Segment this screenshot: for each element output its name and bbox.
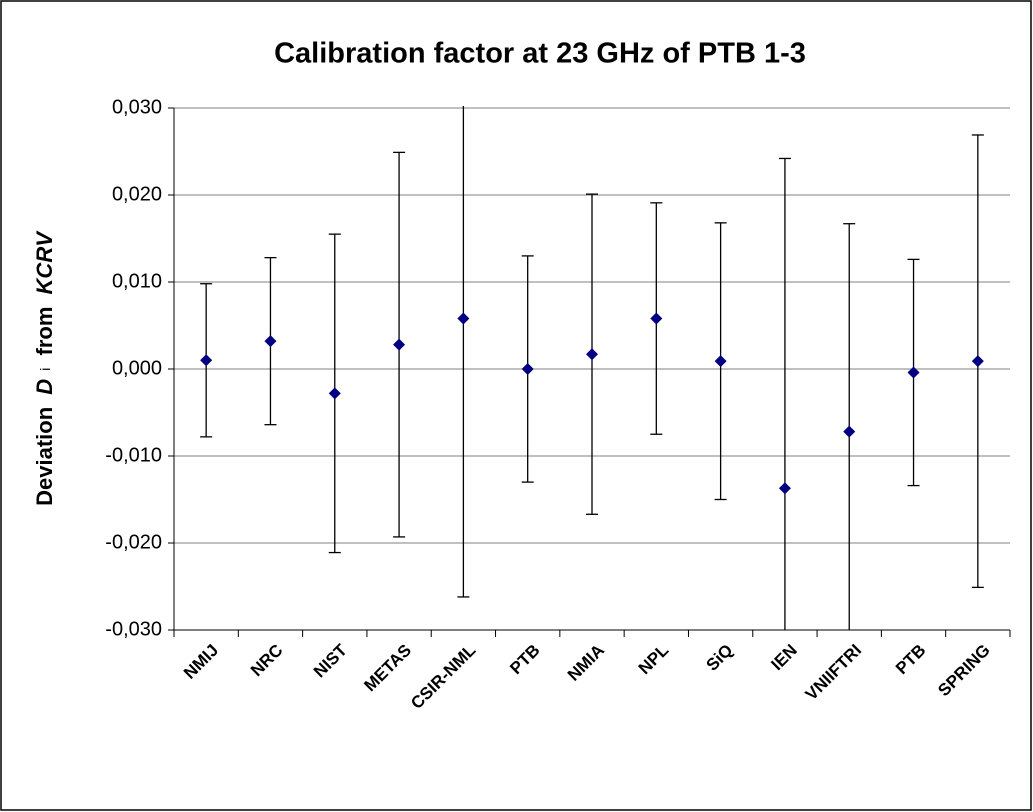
chart-title: Calibration factor at 23 GHz of PTB 1-3 — [274, 38, 806, 70]
marker — [521, 363, 534, 375]
marker — [586, 348, 598, 361]
y-label-part: KCRV — [32, 230, 57, 295]
y-tick-label: 0,020 — [112, 183, 162, 205]
y-tick-label: 0,000 — [112, 357, 162, 379]
marker — [264, 335, 277, 348]
y-tick-label: -0,010 — [105, 444, 162, 466]
marker — [843, 425, 856, 438]
y-label-part: Deviation — [32, 407, 57, 506]
marker — [714, 355, 727, 368]
y-label-part: from — [32, 307, 57, 356]
y-tick-label: -0,030 — [105, 618, 162, 640]
marker — [907, 366, 920, 379]
y-tick-label: 0,030 — [112, 96, 162, 118]
marker — [650, 312, 663, 325]
y-label-part: i — [37, 368, 53, 371]
marker — [200, 354, 213, 367]
y-label-part: D — [32, 379, 57, 395]
y-axis-label: Deviation D i from KCRV — [32, 230, 57, 506]
marker — [457, 312, 470, 325]
marker — [328, 387, 341, 400]
marker — [778, 482, 791, 495]
marker — [971, 355, 984, 368]
y-tick-label: 0,010 — [112, 270, 162, 292]
y-tick-label: -0,020 — [105, 531, 162, 553]
marker — [393, 338, 406, 351]
